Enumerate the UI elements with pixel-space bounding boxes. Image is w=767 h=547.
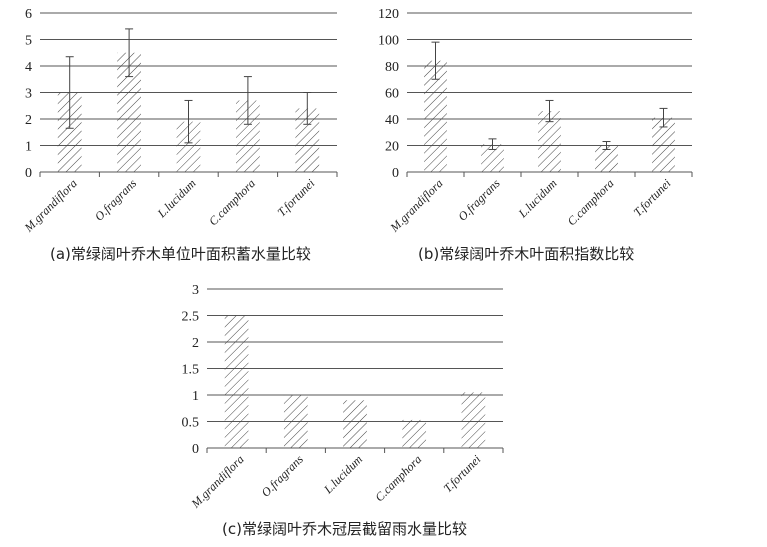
bar (283, 395, 308, 448)
bar (461, 392, 486, 448)
y-tick-label: 1 (25, 140, 32, 155)
y-tick-label: 20 (385, 140, 399, 155)
bar (595, 145, 618, 172)
x-category-label: M.grandiflora (387, 176, 446, 235)
chart-b: 0 20 40 60 80 100 120 M.grandiflora O.fragrans L.… (378, 7, 693, 235)
y-tick-label: 40 (385, 113, 399, 128)
y-tick-label: 0.5 (182, 416, 200, 431)
y-tick-label: 4 (25, 60, 32, 75)
bar (402, 419, 427, 448)
y-tick-label: 60 (385, 87, 399, 102)
y-tick-label: 1 (192, 389, 199, 404)
y-tick-label: 1.5 (182, 363, 200, 378)
x-category-label: C.camphora (372, 452, 424, 504)
caption-b: (b)常绿阔叶乔木叶面积指数比较 (418, 245, 635, 263)
y-tick-label: 0 (392, 166, 399, 181)
y-tick-label: 3 (25, 87, 32, 102)
x-category-label: M.grandiflora (188, 452, 247, 511)
caption-a: (a)常绿阔叶乔木单位叶面积蓄水量比较 (50, 245, 311, 263)
bar (538, 111, 561, 172)
y-tick-label: 0 (192, 442, 199, 457)
chart-a: 0 1 2 3 4 5 6 M.grandiflora O.fragrans L.lucidum C… (21, 7, 338, 235)
y-tick-label: 100 (378, 34, 399, 49)
bar (176, 121, 201, 172)
x-category-label: T.fortunei (441, 452, 484, 495)
y-tick-label: 120 (378, 7, 399, 22)
bar (424, 60, 447, 173)
y-tick-label: 3 (192, 283, 199, 298)
y-tick-label: 80 (385, 60, 399, 75)
bar (481, 144, 504, 172)
x-category-label: O.fragrans (259, 452, 307, 500)
y-tick-label: 0 (25, 166, 32, 181)
x-category-label: C.camphora (565, 176, 617, 228)
x-category-label: T.fortunei (631, 176, 674, 219)
x-category-label: M.grandiflora (21, 176, 80, 235)
x-category-label: O.fragrans (92, 176, 140, 224)
x-category-label: L.lucidum (515, 176, 560, 221)
bar (236, 100, 260, 172)
bar (295, 108, 320, 172)
y-tick-label: 6 (25, 7, 32, 22)
bar (652, 117, 675, 172)
x-category-label: T.fortunei (274, 176, 317, 219)
x-category-label: L.lucidum (320, 452, 365, 497)
x-category-label: L.lucidum (154, 176, 199, 221)
x-category-label: C.camphora (206, 176, 258, 228)
caption-c: (c)常绿阔叶乔木冠层截留雨水量比较 (222, 520, 467, 538)
y-tick-label: 2 (25, 113, 32, 128)
bar (224, 315, 249, 448)
chart-c: 0 0.5 1 1.5 2 2.5 3 M.grandiflora O.fragrans L.lu… (182, 283, 504, 511)
y-tick-label: 2.5 (182, 310, 200, 325)
y-tick-label: 2 (192, 336, 199, 351)
bar (117, 52, 141, 172)
y-tick-label: 5 (25, 34, 32, 49)
bar (57, 92, 82, 172)
bar (343, 400, 367, 448)
x-category-label: O.fragrans (455, 176, 503, 224)
